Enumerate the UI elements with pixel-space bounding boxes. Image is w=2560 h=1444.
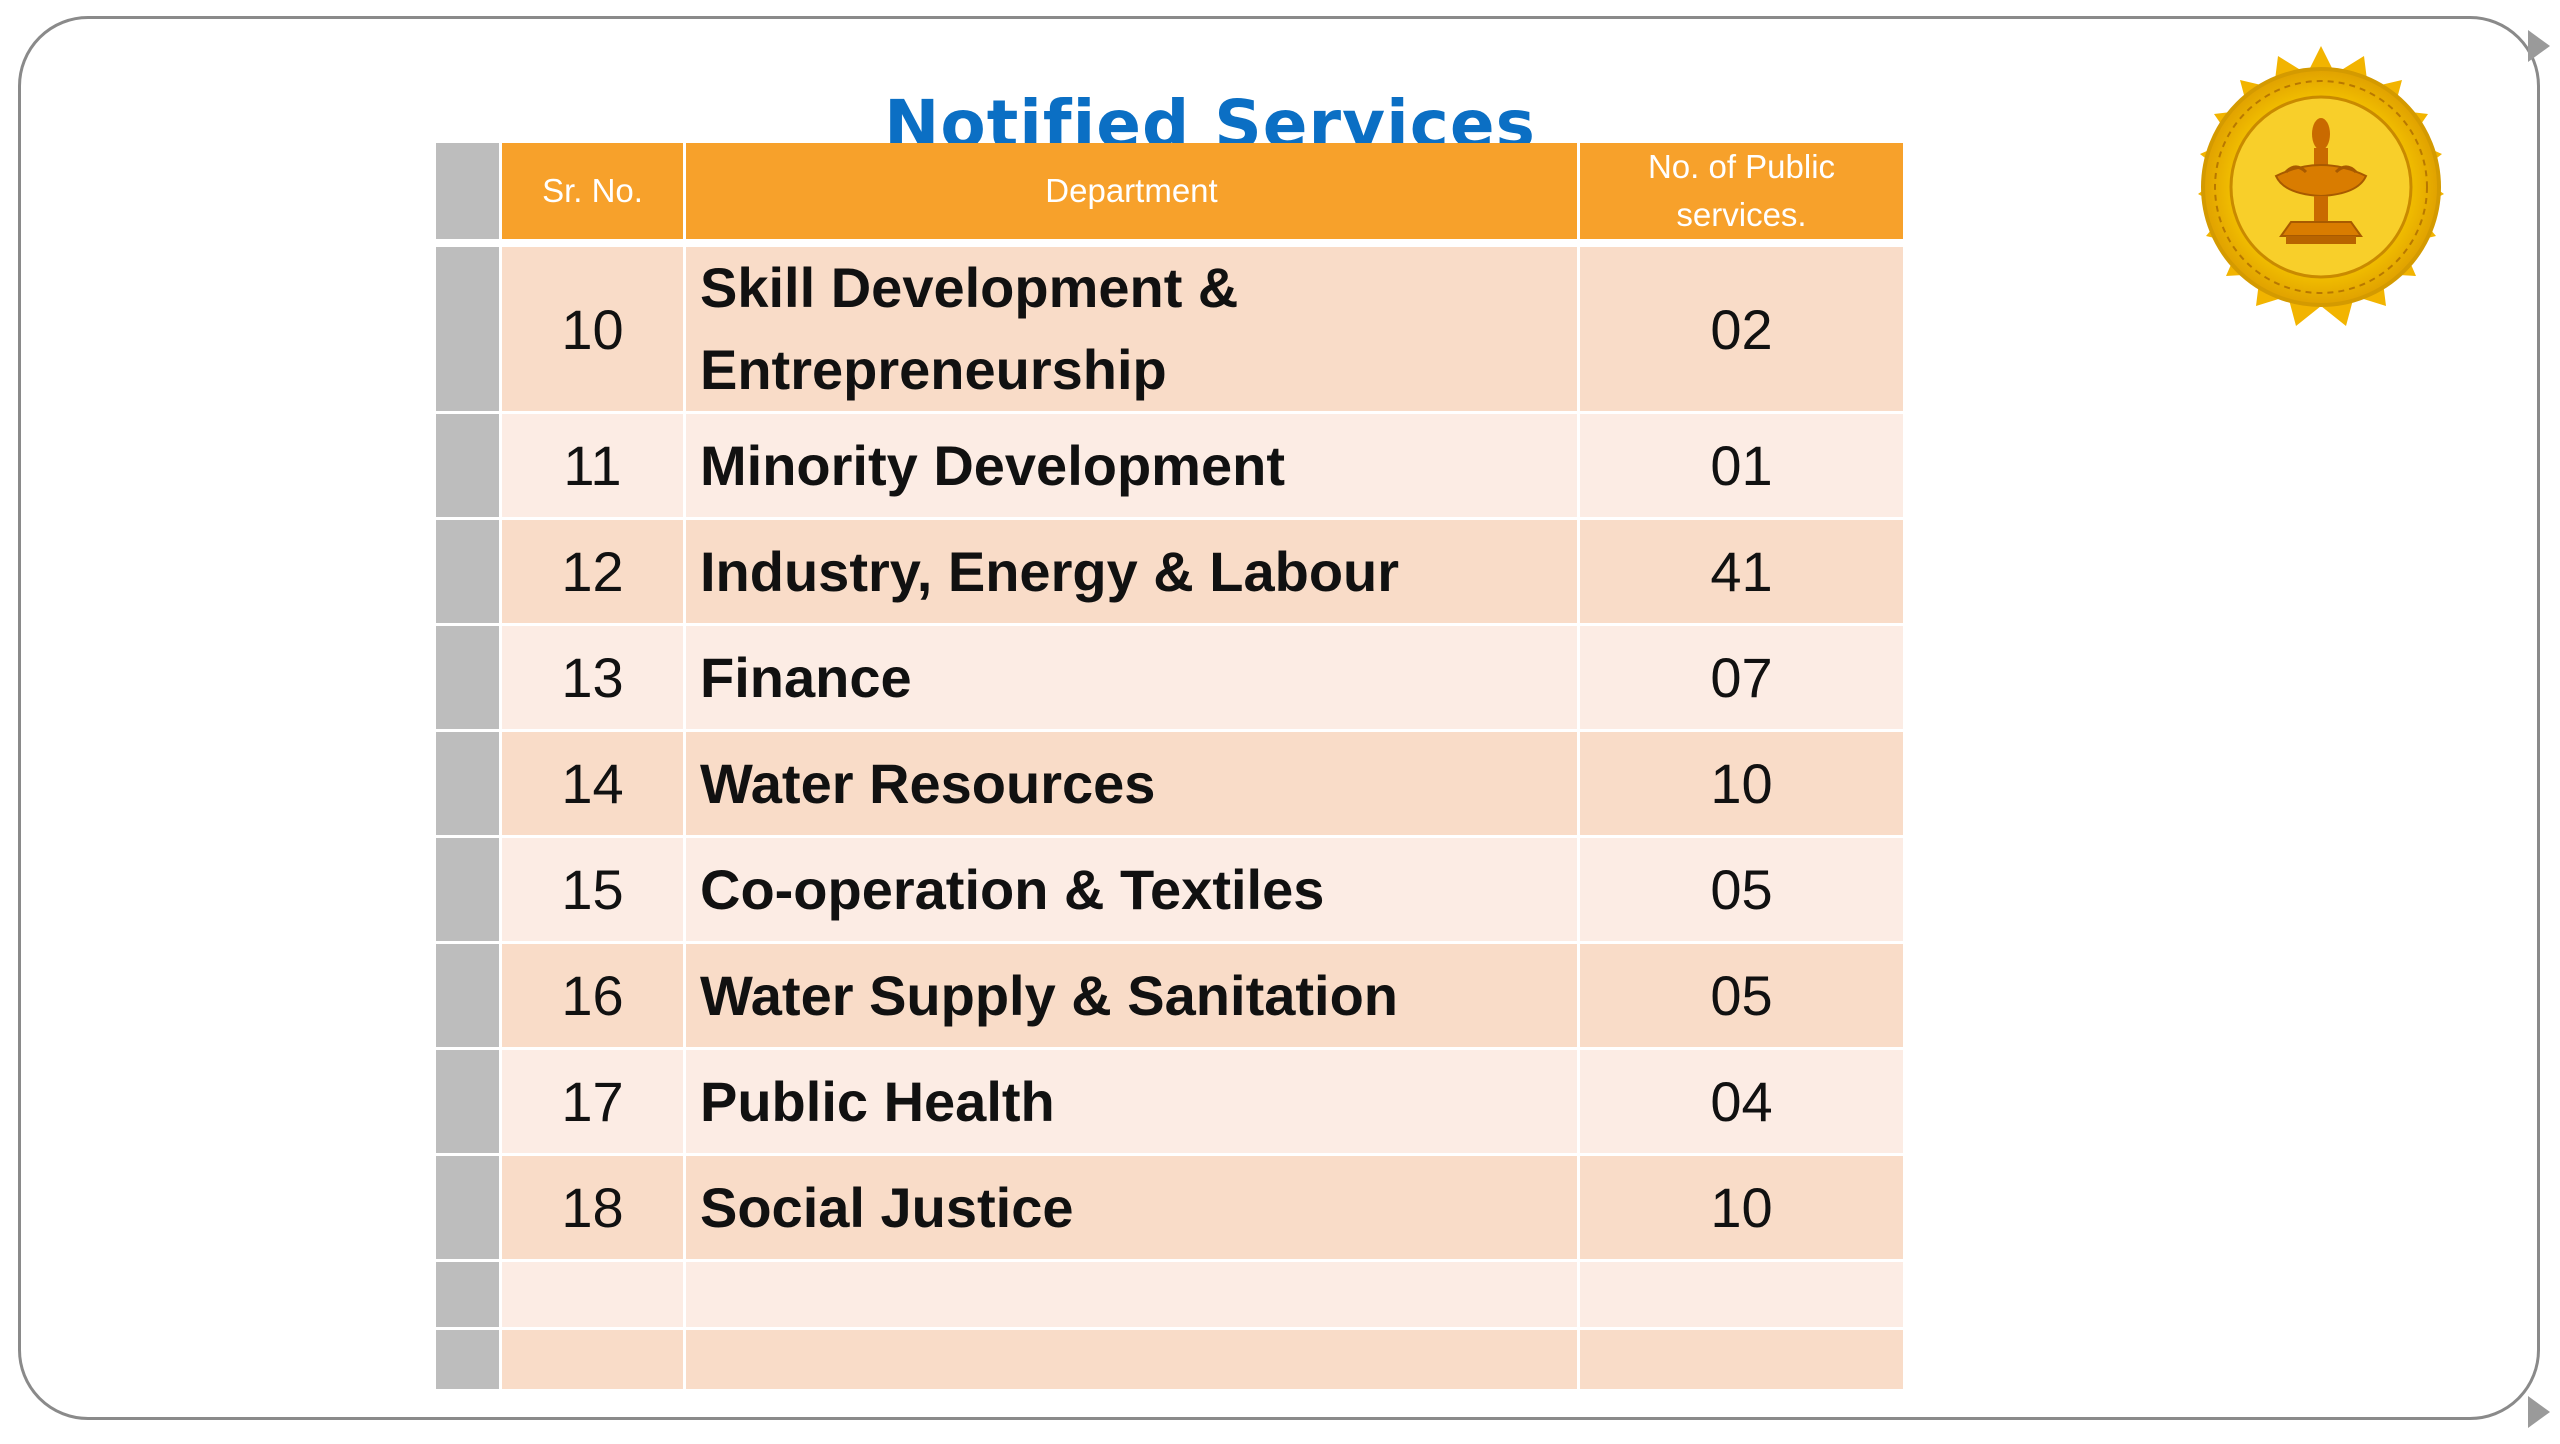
slide-title: Notified Services bbox=[884, 86, 1536, 146]
header-num-services: No. of Public services. bbox=[1580, 143, 1906, 239]
row-selector bbox=[436, 520, 502, 626]
seal-inscription-band bbox=[2214, 80, 2428, 294]
table-row-empty bbox=[436, 1330, 1906, 1392]
row-selector bbox=[436, 1262, 502, 1330]
department-cell: Water Resources bbox=[686, 732, 1580, 838]
header-department: Department bbox=[686, 143, 1580, 239]
row-selector bbox=[436, 838, 502, 944]
department-cell: Skill Development & Entrepreneurship bbox=[686, 247, 1580, 414]
row-selector bbox=[436, 414, 502, 520]
service-count-cell: 04 bbox=[1580, 1050, 1906, 1156]
empty-cell bbox=[1580, 1330, 1906, 1392]
sr-no-cell: 13 bbox=[502, 626, 686, 732]
empty-cell bbox=[1580, 1262, 1906, 1330]
sr-no-cell: 11 bbox=[502, 414, 686, 520]
lamp-emblem-icon bbox=[2274, 118, 2368, 244]
service-count-cell: 07 bbox=[1580, 626, 1906, 732]
table-row-empty bbox=[436, 1262, 1906, 1330]
table-row: 16 Water Supply & Sanitation 05 bbox=[436, 944, 1906, 1050]
table-row: 12 Industry, Energy & Labour 41 bbox=[436, 520, 1906, 626]
services-table: Sr. No. Department No. of Public service… bbox=[436, 143, 1906, 1392]
row-selector-header bbox=[436, 143, 502, 239]
sr-no-cell: 15 bbox=[502, 838, 686, 944]
empty-cell bbox=[502, 1330, 686, 1392]
service-count-cell: 05 bbox=[1580, 944, 1906, 1050]
row-selector bbox=[436, 1156, 502, 1262]
service-count-cell: 10 bbox=[1580, 1156, 1906, 1262]
table-row: 10 Skill Development & Entrepreneurship … bbox=[436, 247, 1906, 414]
sr-no-cell: 12 bbox=[502, 520, 686, 626]
table-row: 11 Minority Development 01 bbox=[436, 414, 1906, 520]
service-count-cell: 02 bbox=[1580, 247, 1906, 414]
department-cell: Finance bbox=[686, 626, 1580, 732]
service-count-cell: 05 bbox=[1580, 838, 1906, 944]
table-row: 18 Social Justice 10 bbox=[436, 1156, 1906, 1262]
sr-no-cell: 17 bbox=[502, 1050, 686, 1156]
row-selector bbox=[436, 247, 502, 414]
service-count-cell: 01 bbox=[1580, 414, 1906, 520]
table-row: 17 Public Health 04 bbox=[436, 1050, 1906, 1156]
department-cell: Public Health bbox=[686, 1050, 1580, 1156]
government-seal-icon bbox=[2198, 46, 2444, 326]
sr-no-cell: 18 bbox=[502, 1156, 686, 1262]
services-table-container: Sr. No. Department No. of Public service… bbox=[436, 143, 1906, 1392]
row-selector bbox=[436, 1330, 502, 1392]
empty-cell bbox=[686, 1330, 1580, 1392]
table-row: 13 Finance 07 bbox=[436, 626, 1906, 732]
table-row: 14 Water Resources 10 bbox=[436, 732, 1906, 838]
sr-no-cell: 14 bbox=[502, 732, 686, 838]
header-sr-no: Sr. No. bbox=[502, 143, 686, 239]
service-count-cell: 10 bbox=[1580, 732, 1906, 838]
department-cell: Water Supply & Sanitation bbox=[686, 944, 1580, 1050]
department-cell: Social Justice bbox=[686, 1156, 1580, 1262]
department-cell: Minority Development bbox=[686, 414, 1580, 520]
row-selector bbox=[436, 732, 502, 838]
row-selector bbox=[436, 1050, 502, 1156]
slide-corner-marker bbox=[2528, 30, 2550, 62]
empty-cell bbox=[686, 1262, 1580, 1330]
slide-corner-marker bbox=[2528, 1396, 2550, 1428]
sr-no-cell: 10 bbox=[502, 247, 686, 414]
sr-no-cell: 16 bbox=[502, 944, 686, 1050]
table-header-row: Sr. No. Department No. of Public service… bbox=[436, 143, 1906, 239]
row-selector bbox=[436, 944, 502, 1050]
empty-cell bbox=[502, 1262, 686, 1330]
row-selector bbox=[436, 626, 502, 732]
service-count-cell: 41 bbox=[1580, 520, 1906, 626]
department-cell: Co-operation & Textiles bbox=[686, 838, 1580, 944]
department-cell: Industry, Energy & Labour bbox=[686, 520, 1580, 626]
table-row: 15 Co-operation & Textiles 05 bbox=[436, 838, 1906, 944]
